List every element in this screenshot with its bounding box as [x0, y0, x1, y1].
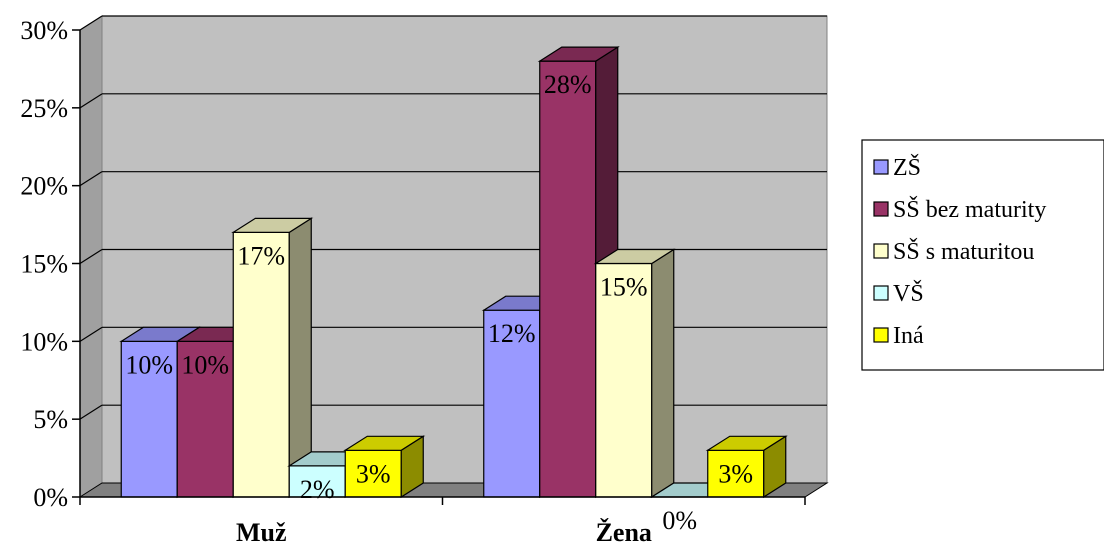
y-tick-label: 25% — [20, 94, 68, 123]
bar — [232, 231, 290, 498]
data-label: 12% — [488, 319, 536, 348]
legend-swatch — [873, 285, 889, 301]
x-category-label: Muž — [236, 518, 287, 547]
legend-label: SŠ s maturitou — [893, 238, 1034, 265]
data-label: 10% — [181, 350, 229, 379]
gridline-side — [79, 171, 103, 187]
legend-swatch — [873, 201, 889, 217]
data-labels: 10% 10% 17% 2% 3% 12% 28% 15% 0% 3% — [125, 70, 753, 535]
gridline-side — [79, 248, 103, 265]
gridline-side — [79, 93, 103, 109]
x-category-label: Žena — [596, 518, 652, 547]
legend-label: ZŠ — [893, 154, 921, 181]
data-label: 2% — [300, 475, 335, 504]
legend: ZŠ SŠ bez maturity SŠ s maturitou VŠ Iná — [861, 139, 1104, 371]
y-tick-label: 15% — [20, 250, 68, 279]
legend-swatch — [873, 243, 889, 259]
data-label: 10% — [125, 350, 173, 379]
legend-swatch — [873, 327, 889, 343]
data-label: 3% — [718, 459, 753, 488]
y-tick-label: 0% — [33, 483, 68, 512]
legend-label: Iná — [893, 323, 924, 349]
y-tick-label: 30% — [20, 16, 68, 45]
axes: 0% 5% 10% 15% 20% 25% 30% Muž Žena — [20, 16, 806, 547]
bar — [344, 449, 402, 498]
data-label: 0% — [662, 506, 697, 535]
bar-top — [537, 46, 620, 62]
y-tick-label: 20% — [20, 172, 68, 201]
gridline-side — [79, 326, 103, 342]
bar — [288, 465, 346, 498]
bar-top — [705, 435, 788, 451]
data-label: 28% — [544, 70, 592, 99]
legend-label: VŠ — [893, 280, 924, 307]
data-label: 17% — [237, 241, 285, 270]
bar-top — [343, 435, 426, 451]
legend-box — [861, 139, 1104, 371]
legend-swatch — [873, 159, 889, 175]
bar-top — [231, 217, 314, 233]
bar-top — [593, 248, 676, 265]
gridline-side — [79, 15, 103, 31]
bars-group — [119, 46, 788, 499]
bar-side — [651, 248, 675, 499]
gridline-side — [79, 404, 103, 420]
bar — [120, 340, 178, 498]
bar — [539, 60, 597, 498]
y-tick-label: 10% — [20, 327, 68, 356]
y-tick-label: 5% — [33, 405, 68, 434]
data-label: 3% — [356, 459, 391, 488]
data-label: 15% — [600, 273, 648, 302]
legend-label: SŠ bez maturity — [893, 196, 1046, 223]
